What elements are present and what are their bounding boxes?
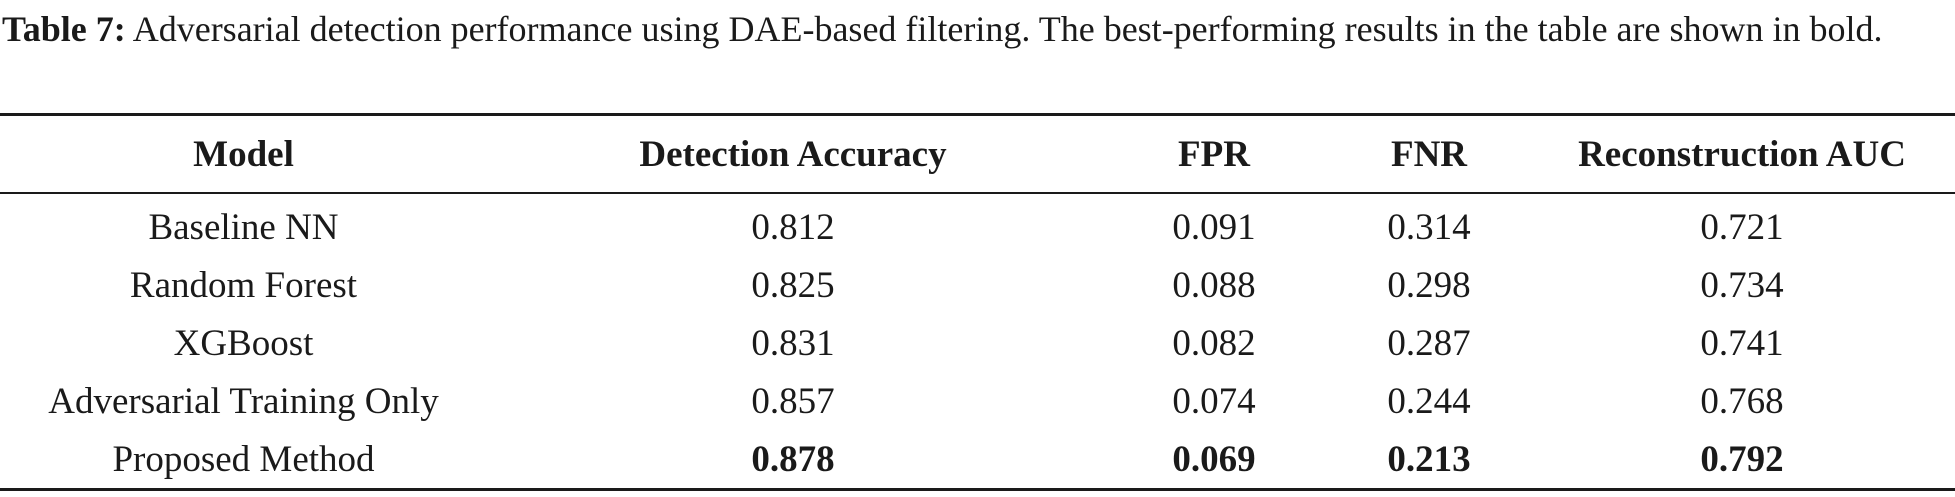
table-header-row: Model Detection Accuracy FPR FNR Reconst… [0, 114, 1955, 193]
cell-fpr: 0.088 [1172, 264, 1256, 306]
table-row: XGBoost 0.831 0.082 0.287 0.741 [0, 314, 1955, 372]
cell-fpr-best: 0.069 [1172, 438, 1256, 480]
header-fnr: FNR [1390, 133, 1468, 175]
results-table: Model Detection Accuracy FPR FNR Reconst… [0, 113, 1955, 491]
header-model: Model [193, 133, 294, 175]
cell-model: Proposed Method [112, 438, 375, 480]
cell-detection-accuracy: 0.812 [751, 206, 835, 248]
cell-detection-accuracy-best: 0.878 [751, 438, 835, 480]
cell-fnr: 0.314 [1387, 206, 1471, 248]
cell-reconstruction-auc-best: 0.792 [1700, 438, 1784, 480]
cell-model: Baseline NN [148, 206, 339, 248]
cell-fpr: 0.074 [1172, 380, 1256, 422]
cell-fpr: 0.091 [1172, 206, 1256, 248]
header-detection-accuracy: Detection Accuracy [639, 133, 947, 175]
cell-detection-accuracy: 0.825 [751, 264, 835, 306]
cell-fnr: 0.298 [1387, 264, 1471, 306]
cell-detection-accuracy: 0.857 [751, 380, 835, 422]
table-row-best: Proposed Method 0.878 0.069 0.213 0.792 [0, 430, 1955, 490]
caption-text: Adversarial detection performance using … [125, 9, 1883, 49]
header-fpr: FPR [1178, 133, 1250, 175]
cell-fpr: 0.082 [1172, 322, 1256, 364]
cell-fnr-best: 0.213 [1387, 438, 1471, 480]
cell-fnr: 0.287 [1387, 322, 1471, 364]
cell-reconstruction-auc: 0.768 [1700, 380, 1784, 422]
table-row: Baseline NN 0.812 0.091 0.314 0.721 [0, 193, 1955, 256]
cell-reconstruction-auc: 0.734 [1700, 264, 1784, 306]
table-row: Random Forest 0.825 0.088 0.298 0.734 [0, 256, 1955, 314]
cell-reconstruction-auc: 0.741 [1700, 322, 1784, 364]
cell-detection-accuracy: 0.831 [751, 322, 835, 364]
cell-fnr: 0.244 [1387, 380, 1471, 422]
cell-model: Adversarial Training Only [48, 380, 439, 422]
header-reconstruction-auc: Reconstruction AUC [1578, 133, 1906, 175]
cell-model: Random Forest [129, 264, 358, 306]
caption-label: Table 7: [2, 9, 126, 49]
cell-model: XGBoost [173, 322, 314, 364]
table-caption: Table 7: Adversarial detection performan… [2, 4, 1952, 54]
table-row: Adversarial Training Only 0.857 0.074 0.… [0, 372, 1955, 430]
cell-reconstruction-auc: 0.721 [1700, 206, 1784, 248]
